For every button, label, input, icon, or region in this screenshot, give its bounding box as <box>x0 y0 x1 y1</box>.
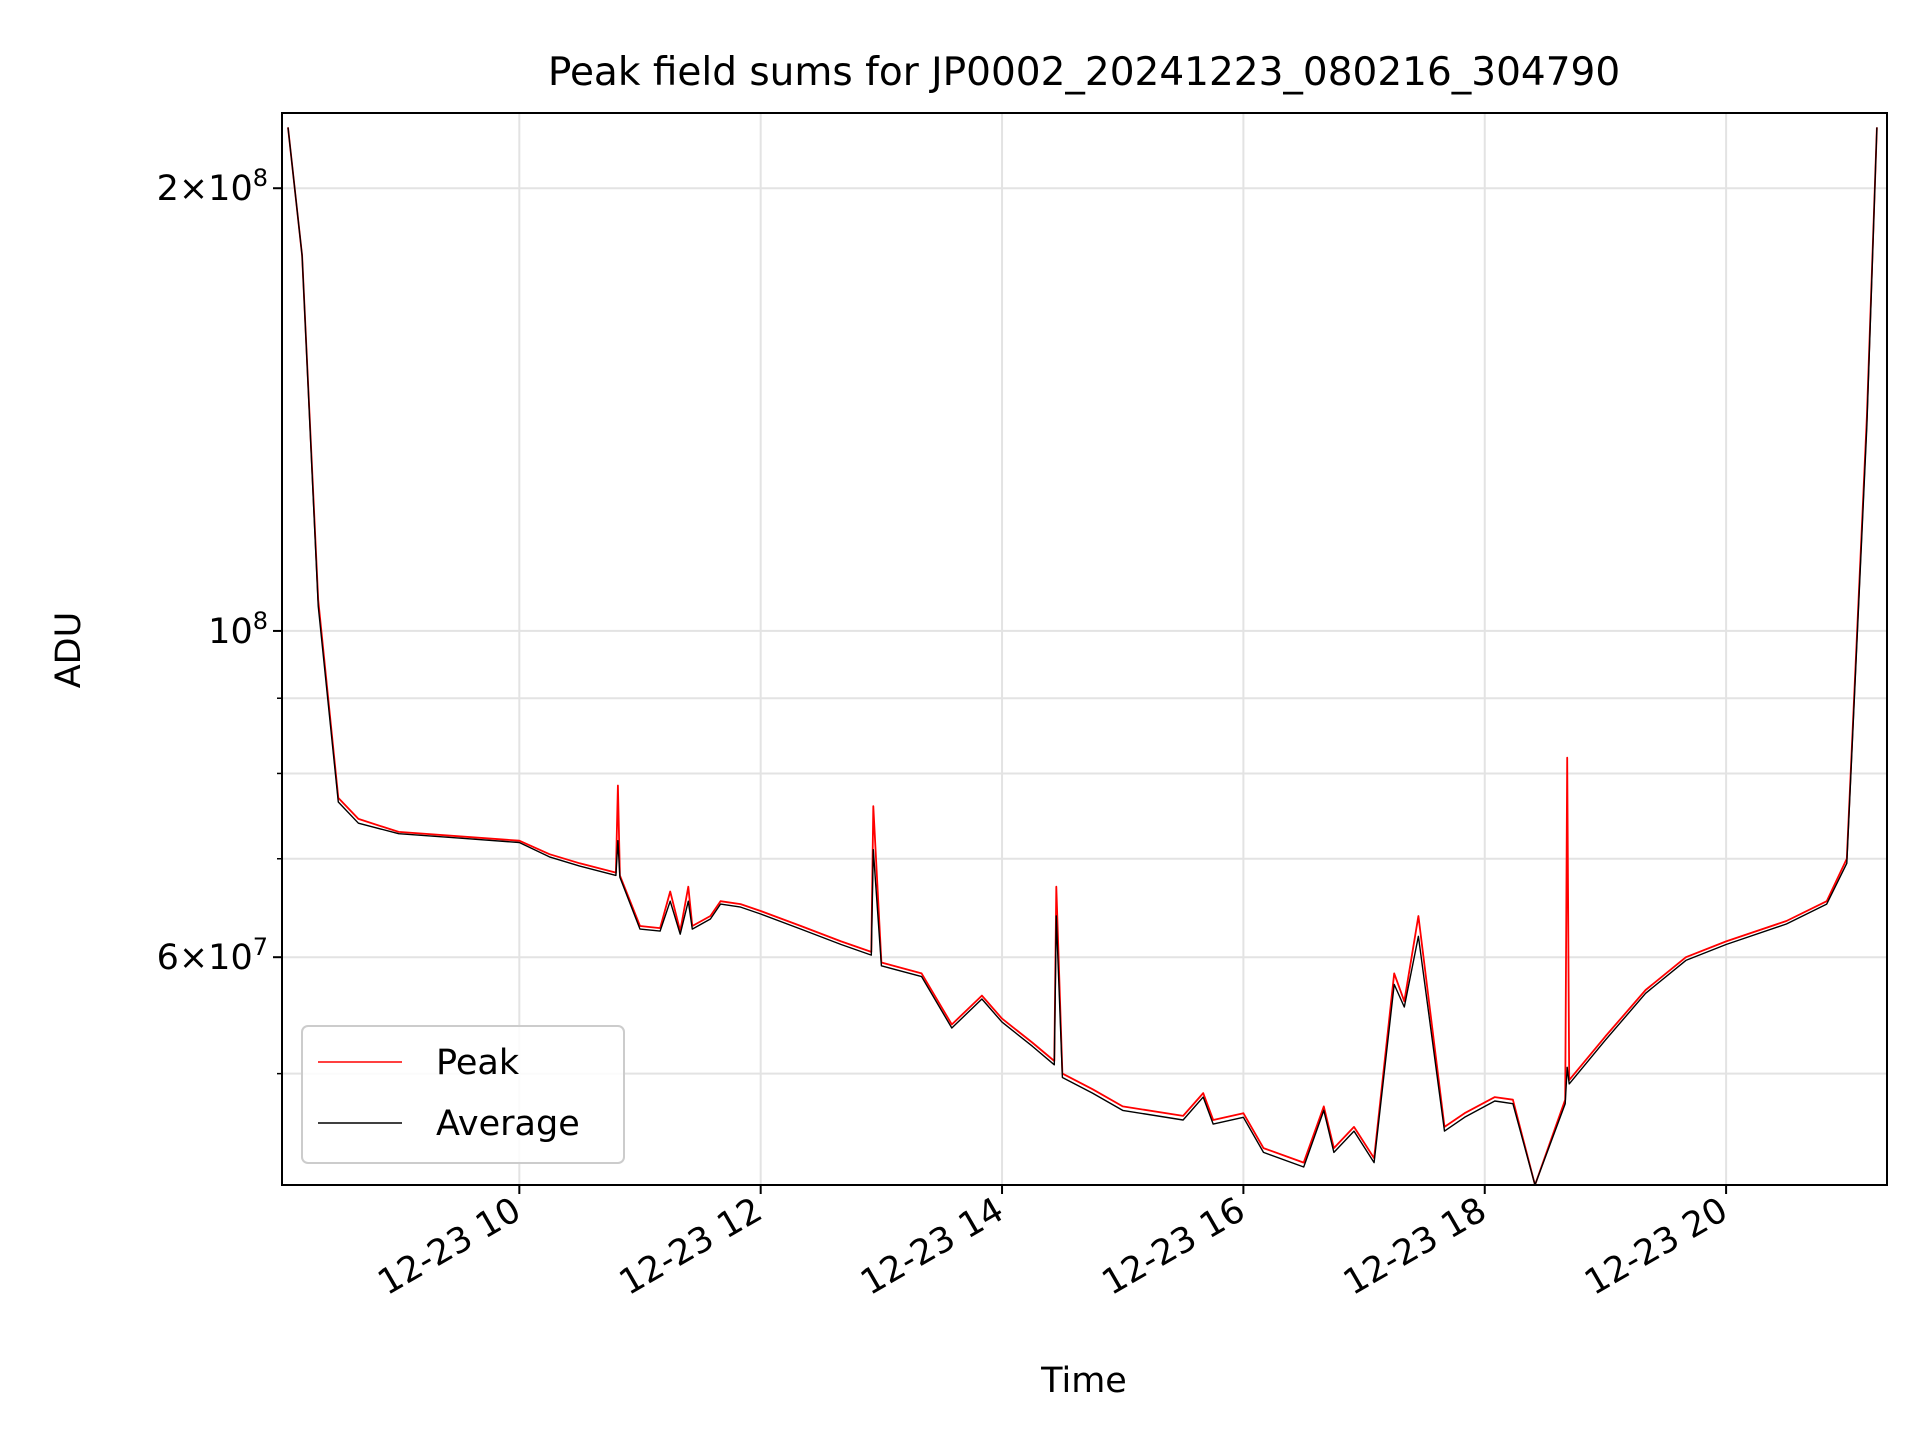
y-tick-label: 2×108 <box>157 164 268 209</box>
legend: Peak Average <box>301 1025 625 1164</box>
legend-box <box>301 1025 625 1164</box>
series-layer <box>287 127 1878 1185</box>
y-axis: 2×108 108 6×107 <box>157 164 282 1075</box>
y-tick-label: 108 <box>208 607 268 652</box>
legend-label-average: Average <box>436 1104 580 1144</box>
grid <box>282 113 1887 1185</box>
x-axis-label: Time <box>1040 1361 1127 1401</box>
plot-frame <box>281 112 1888 1186</box>
series-line-average <box>287 127 1878 1185</box>
legend-label-peak: Peak <box>436 1043 520 1083</box>
y-axis-label: ADU <box>49 612 89 689</box>
y-tick-label: 6×107 <box>157 933 268 978</box>
chart-title: Peak field sums for JP0002_20241223_0802… <box>548 50 1620 95</box>
